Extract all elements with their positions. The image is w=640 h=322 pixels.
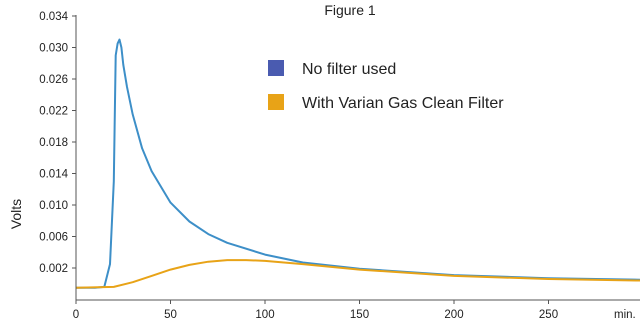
series-line-no-filter: [76, 38, 640, 289]
x-tick-label: 150: [350, 309, 369, 321]
chart-title: Figure 1: [324, 2, 376, 18]
series-line-with-filter: [75, 259, 640, 289]
x-tick-label: 0: [73, 309, 79, 321]
plot-lines: [75, 38, 640, 289]
x-tick-label: 50: [164, 309, 177, 321]
y-tick-label: 0.006: [39, 232, 68, 244]
y-tick-label: 0.030: [39, 43, 68, 55]
x-tick-label: 100: [255, 309, 274, 321]
x-tick-label: 250: [539, 309, 558, 321]
y-tick-label: 0.018: [39, 137, 68, 149]
legend: No filter used With Varian Gas Clean Filt…: [268, 60, 504, 112]
x-ticks: 0 50 100 150 200 250: [73, 300, 558, 321]
y-tick-label: 0.022: [39, 106, 68, 118]
legend-swatch: [268, 94, 284, 110]
y-tick-label: 0.010: [39, 200, 68, 212]
legend-label: With Varian Gas Clean Filter: [302, 95, 504, 112]
x-tick-label: 200: [444, 309, 463, 321]
y-tick-label: 0.002: [39, 263, 68, 275]
y-ticks: 0.002 0.006 0.010 0.014 0.018 0.022 0.026 0.030…: [39, 11, 76, 275]
y-tick-label: 0.014: [39, 169, 68, 181]
legend-label: No filter used: [302, 61, 396, 78]
x-unit-label: min.: [614, 309, 636, 321]
legend-swatch: [268, 60, 284, 76]
y-axis-label: Volts: [8, 199, 24, 229]
y-tick-label: 0.034: [39, 11, 68, 23]
y-tick-label: 0.026: [39, 74, 68, 86]
